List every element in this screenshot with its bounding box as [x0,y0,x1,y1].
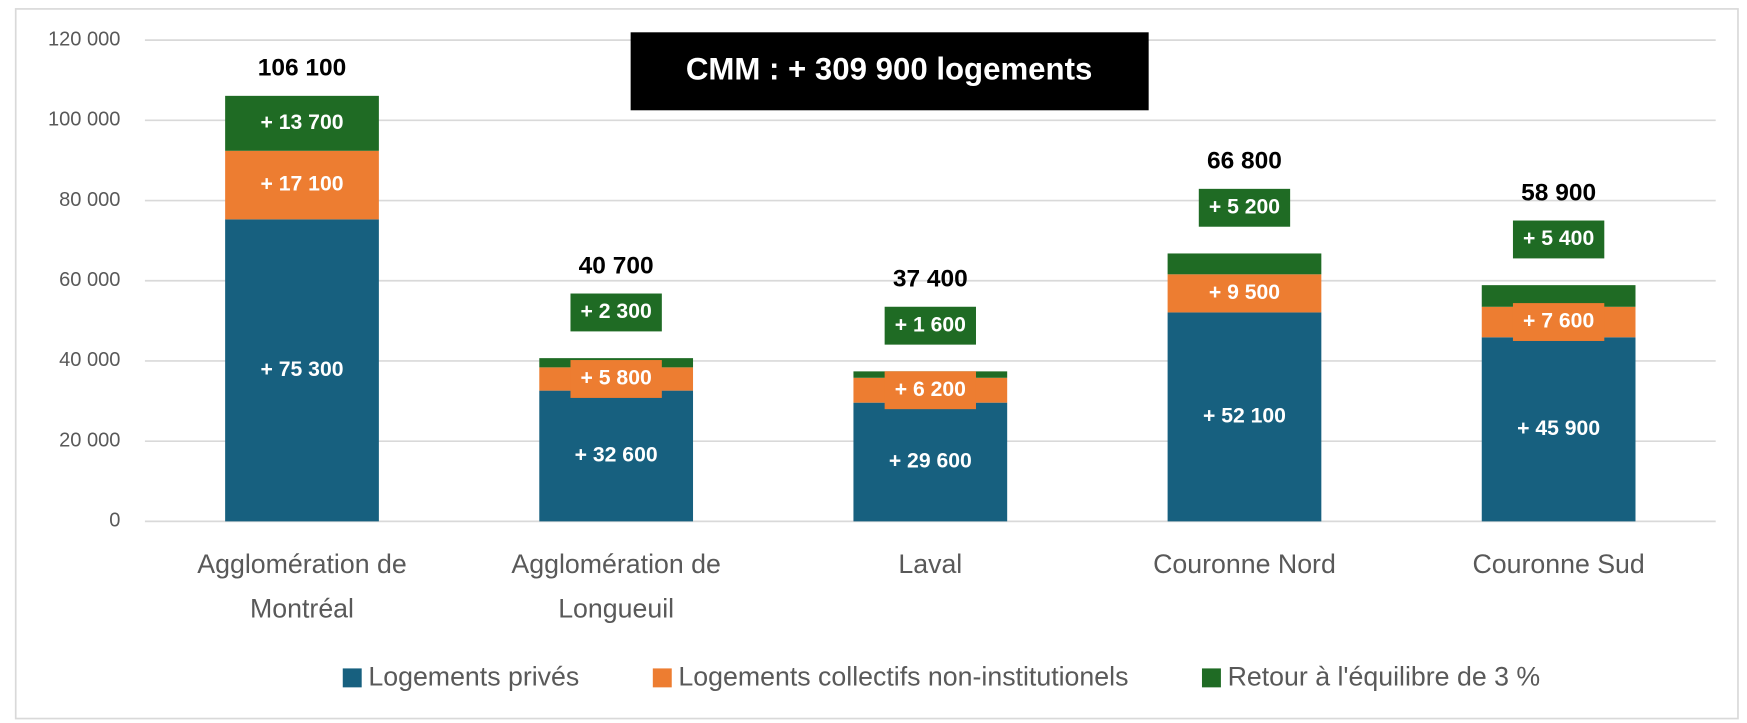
value-label-box [570,360,662,398]
bars [225,95,1636,522]
total-label: 106 100 [258,55,347,82]
bar-segment [225,219,379,522]
grid [144,39,1716,523]
y-tick-label: 80 000 [59,189,120,211]
bar-segment [853,402,1008,522]
value-label: + 45 900 [1517,417,1600,440]
bar-segment [1167,274,1322,313]
value-label: + 5 400 [1523,227,1594,250]
legend-swatch [1201,668,1221,688]
value-label: + 52 100 [1203,404,1286,427]
value-label-box [1198,188,1291,227]
y-tick-label: 0 [109,510,120,532]
bar-segment [1167,253,1322,275]
legend-label: Logements collectifs non-institutionels [678,662,1128,692]
total-label: 66 800 [1207,148,1282,175]
y-tick-label: 60 000 [59,269,120,291]
value-label: + 2 300 [581,300,652,323]
title-box [630,32,1149,111]
value-label: + 6 200 [895,378,966,401]
bar-segment [1481,337,1636,522]
value-label-box [570,293,662,332]
value-label-box [884,306,976,345]
value-label: + 29 600 [889,450,972,473]
value-label-box [884,371,976,410]
value-label: + 75 300 [261,358,344,381]
x-tick-label: Couronne Nord [1153,549,1336,579]
bar-segment [1481,285,1636,307]
value-label: + 1 600 [895,313,966,336]
value-label: + 7 600 [1523,310,1594,333]
value-label: + 5 200 [1209,195,1280,218]
total-label: 58 900 [1521,179,1596,206]
value-label: + 9 500 [1209,281,1280,304]
value-label-box [1512,220,1605,259]
total-label: 37 400 [893,265,968,292]
legend-swatch [342,668,362,688]
y-tick-label: 120 000 [48,28,120,50]
x-tick-label: Agglomération de Longueuil [511,549,720,624]
x-tick-label: Couronne Sud [1472,549,1644,579]
x-tick-label: Laval [898,549,962,579]
bar-segment [1167,312,1322,522]
value-label: + 17 100 [261,173,344,196]
x-tick-label: Agglomération de Montréal [197,549,406,624]
y-tick-label: 100 000 [48,109,120,131]
total-label: 40 700 [579,252,654,279]
bar-segment [539,390,694,522]
legend-label: Logements privés [368,662,579,692]
bar-segment [225,95,379,151]
chart-title: CMM : + 309 900 logements [686,52,1092,87]
y-tick-label: 20 000 [59,429,120,451]
value-label: + 13 700 [261,111,344,134]
bar-segment [225,150,379,220]
value-label: + 5 800 [581,367,652,390]
legend-label: Retour à l'équilibre de 3 % [1228,662,1541,692]
legend-swatch [652,668,672,688]
y-tick-label: 40 000 [59,349,120,371]
value-label-box [1512,303,1605,341]
value-label: + 32 600 [575,444,658,467]
